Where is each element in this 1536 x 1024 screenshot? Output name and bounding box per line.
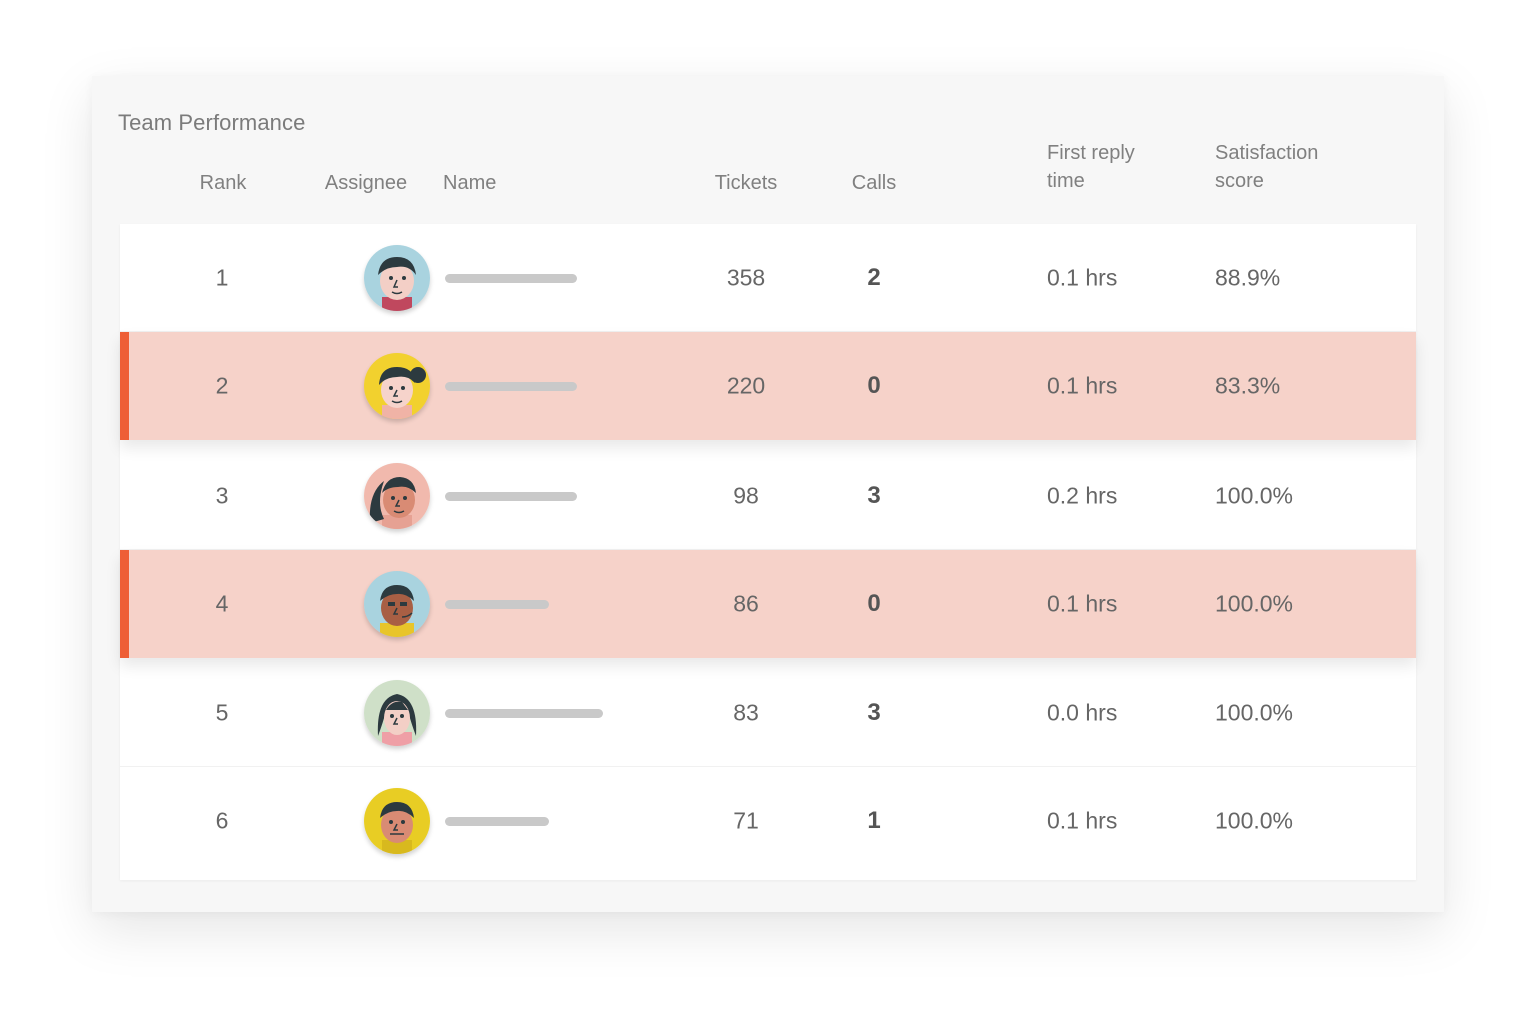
column-header-rank[interactable]: Rank bbox=[199, 172, 247, 194]
name-placeholder-bar bbox=[445, 708, 603, 718]
first-reply-cell: 0.1 hrs bbox=[1047, 264, 1118, 290]
satisfaction-cell: 88.9% bbox=[1215, 264, 1281, 290]
table-row-highlighted[interactable]: 2 220 0 0.1 hrs 83.3% bbox=[120, 332, 1416, 440]
rank-cell: 1 bbox=[215, 264, 229, 290]
tickets-cell: 358 bbox=[726, 264, 766, 290]
satisfaction-cell: 83.3% bbox=[1215, 372, 1281, 399]
satisfaction-cell: 100.0% bbox=[1215, 699, 1294, 725]
table-row-highlighted[interactable]: 4 86 0 0.1 hrs 100.0% bbox=[120, 550, 1416, 658]
tickets-cell: 83 bbox=[733, 699, 759, 725]
rank-cell: 4 bbox=[215, 590, 229, 617]
column-header-calls[interactable]: Calls bbox=[851, 172, 897, 194]
satisfaction-cell: 100.0% bbox=[1215, 590, 1294, 617]
avatar bbox=[364, 788, 430, 854]
avatar bbox=[364, 679, 430, 746]
table-row[interactable]: 6 71 1 0.1 hrs 100.0% bbox=[120, 767, 1416, 875]
rank-cell: 3 bbox=[215, 482, 229, 508]
column-header-name[interactable]: Name bbox=[443, 172, 497, 194]
calls-cell: 0 bbox=[867, 372, 881, 399]
calls-cell: 3 bbox=[867, 481, 881, 509]
avatar bbox=[364, 571, 430, 637]
team-performance-panel: Team Performance Rank Assignee Name Tick… bbox=[92, 76, 1444, 912]
column-header-assignee[interactable]: Assignee bbox=[324, 172, 408, 194]
name-placeholder-bar bbox=[445, 491, 577, 501]
column-header-first-reply-time[interactable]: First reply time bbox=[1047, 142, 1135, 192]
satisfaction-cell: 100.0% bbox=[1215, 482, 1294, 508]
first-reply-cell: 0.1 hrs bbox=[1047, 590, 1118, 617]
rank-cell: 5 bbox=[215, 699, 229, 725]
rank-cell: 2 bbox=[215, 372, 229, 399]
avatar bbox=[364, 244, 430, 311]
panel-title: Team Performance bbox=[118, 110, 306, 135]
tickets-cell: 98 bbox=[733, 482, 759, 508]
table-row[interactable]: 3 98 3 0.2 hrs 100.0% bbox=[120, 442, 1416, 550]
performance-table: 1 358 2 0.1 hrs 88.9% 2 bbox=[120, 224, 1416, 880]
column-header-tickets[interactable]: Tickets bbox=[714, 172, 778, 194]
tickets-cell: 220 bbox=[726, 372, 766, 399]
table-row[interactable]: 1 358 2 0.1 hrs 88.9% bbox=[120, 224, 1416, 332]
rank-cell: 6 bbox=[215, 807, 229, 834]
calls-cell: 2 bbox=[867, 263, 881, 291]
name-placeholder-bar bbox=[445, 273, 577, 283]
avatar bbox=[364, 462, 430, 529]
satisfaction-cell: 100.0% bbox=[1215, 807, 1294, 834]
first-reply-cell: 0.1 hrs bbox=[1047, 807, 1118, 834]
name-placeholder-bar bbox=[445, 382, 577, 391]
tickets-cell: 71 bbox=[733, 807, 759, 834]
avatar bbox=[364, 353, 430, 419]
name-placeholder-bar bbox=[445, 817, 549, 826]
name-placeholder-bar bbox=[445, 600, 549, 609]
table-row[interactable]: 5 83 3 0.0 hrs 100.0% bbox=[120, 659, 1416, 767]
first-reply-cell: 0.2 hrs bbox=[1047, 482, 1118, 508]
calls-cell: 3 bbox=[867, 698, 881, 726]
column-header-satisfaction-score[interactable]: Satisfaction score bbox=[1215, 142, 1319, 192]
first-reply-cell: 0.1 hrs bbox=[1047, 372, 1118, 399]
tickets-cell: 86 bbox=[733, 590, 759, 617]
first-reply-cell: 0.0 hrs bbox=[1047, 699, 1118, 725]
calls-cell: 1 bbox=[867, 807, 881, 834]
calls-cell: 0 bbox=[867, 590, 881, 617]
